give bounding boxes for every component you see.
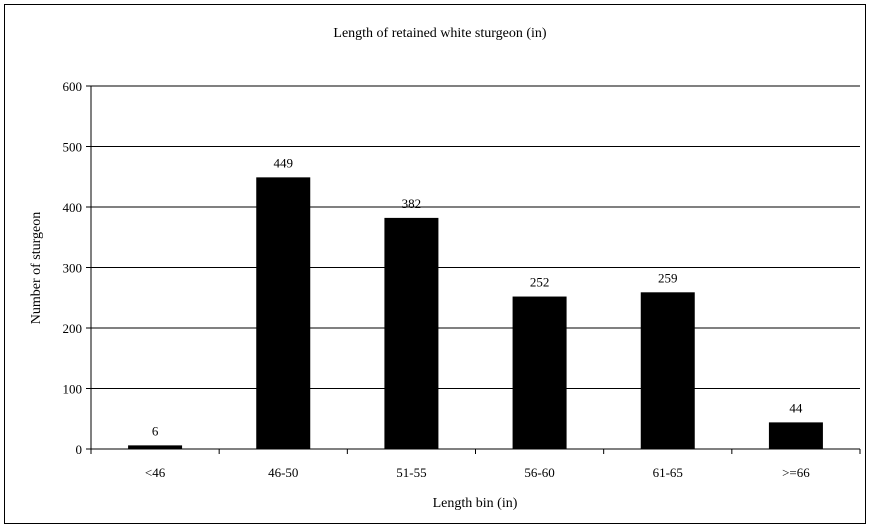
data-label: 252 [530,275,550,290]
data-label: 44 [789,400,803,415]
y-tick-label: 0 [76,442,83,457]
y-tick-label: 600 [63,79,83,94]
data-label: 382 [402,196,422,211]
data-label: 449 [274,155,294,170]
x-tick-label: 61-65 [653,465,683,480]
x-tick-label: <46 [145,465,166,480]
x-tick-label: >=66 [782,465,810,480]
bar [256,177,311,450]
chart-title: Length of retained white sturgeon (in) [333,26,547,41]
gridlines [86,85,860,450]
data-label: 259 [658,270,678,285]
bar [640,292,695,449]
bars [128,177,823,450]
x-tick-label: 46-50 [268,465,298,480]
axes [90,86,861,454]
bar [384,217,439,449]
data-labels: 6 449 382 252 259 44 [152,155,803,438]
y-tick-label: 300 [63,261,83,276]
y-axis-label: Number of sturgeon [29,212,44,325]
y-tick-labels: 0 100 200 300 400 500 600 [63,79,83,457]
x-tick-labels: <46 46-50 51-55 56-60 61-65 >=66 [145,465,810,480]
x-tick-label: 56-60 [524,465,554,480]
x-tick-label: 51-55 [396,465,426,480]
bar [512,296,567,449]
bar [768,422,823,449]
y-tick-label: 200 [63,321,83,336]
data-label: 6 [152,423,159,438]
y-tick-label: 400 [63,200,83,215]
x-axis-label: Length bin (in) [433,496,518,511]
y-tick-label: 100 [63,382,83,397]
y-tick-label: 500 [63,140,83,155]
bar [128,445,183,449]
